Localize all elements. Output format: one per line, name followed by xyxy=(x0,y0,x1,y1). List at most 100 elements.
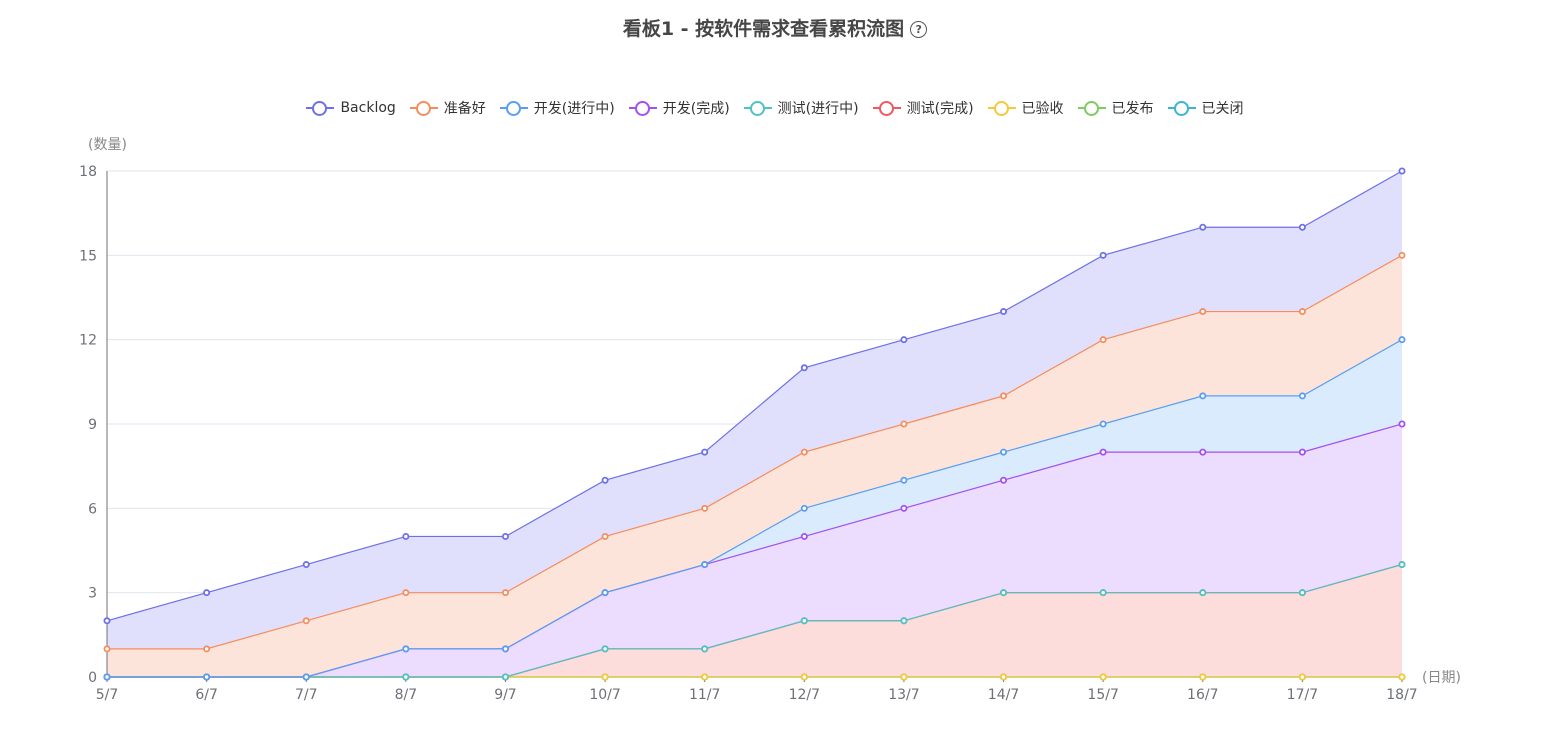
y-tick-label: 3 xyxy=(88,586,97,602)
data-point xyxy=(1298,673,1306,681)
x-tick-label: 12/7 xyxy=(789,687,820,703)
legend-item[interactable]: Backlog xyxy=(306,98,396,118)
x-axis-label: (日期) xyxy=(1422,670,1461,686)
data-point xyxy=(1298,589,1306,597)
y-tick-label: 12 xyxy=(79,333,97,349)
data-point xyxy=(701,673,709,681)
data-point xyxy=(501,532,509,540)
data-point xyxy=(1199,223,1207,231)
data-point xyxy=(1398,167,1406,175)
data-point xyxy=(1398,336,1406,344)
y-tick-label: 9 xyxy=(88,417,97,433)
legend-marker xyxy=(499,101,528,116)
data-point xyxy=(900,504,908,512)
y-tick-label: 0 xyxy=(88,670,97,686)
data-point xyxy=(1000,589,1008,597)
series-area xyxy=(107,564,1402,677)
data-point xyxy=(1099,448,1107,456)
data-point xyxy=(203,589,211,597)
data-point xyxy=(1398,420,1406,428)
series-line xyxy=(107,339,1403,678)
data-point xyxy=(900,476,908,484)
legend-item[interactable]: 准备好 xyxy=(409,98,486,118)
data-point xyxy=(800,617,808,625)
x-tick-label: 5/7 xyxy=(96,687,119,703)
legend-marker xyxy=(1077,101,1106,116)
legend-item[interactable]: 已关闭 xyxy=(1167,98,1244,118)
data-point xyxy=(1099,589,1107,597)
data-point xyxy=(1398,561,1406,569)
legend: Backlog 准备好 开发(进行中) 开发(完成) 测试(进行中) 测试(完成) 已验收 已… xyxy=(0,98,1550,118)
x-tick-label: 17/7 xyxy=(1287,687,1318,703)
data-point xyxy=(1099,251,1107,259)
data-point xyxy=(601,532,609,540)
legend-marker xyxy=(872,101,901,116)
data-point xyxy=(601,673,609,681)
legend-item[interactable]: 测试(进行中) xyxy=(743,98,859,118)
x-tick-label: 15/7 xyxy=(1087,687,1118,703)
x-tick-label: 18/7 xyxy=(1386,687,1417,703)
data-point xyxy=(402,673,410,681)
data-point xyxy=(501,645,509,653)
data-point xyxy=(402,589,410,597)
series-line xyxy=(107,254,1403,650)
x-tick-label: 7/7 xyxy=(295,687,318,703)
x-tick-label: 10/7 xyxy=(589,687,620,703)
data-point xyxy=(402,532,410,540)
data-point xyxy=(302,561,310,569)
x-tick-label: 8/7 xyxy=(395,687,418,703)
x-tick-label: 14/7 xyxy=(988,687,1019,703)
data-point xyxy=(800,532,808,540)
y-tick-label: 15 xyxy=(79,248,97,264)
data-point xyxy=(1099,673,1107,681)
data-point xyxy=(1398,251,1406,259)
data-point xyxy=(701,504,709,512)
x-tick-label: 13/7 xyxy=(888,687,919,703)
data-point xyxy=(1298,392,1306,400)
data-point xyxy=(103,645,111,653)
data-point xyxy=(900,336,908,344)
data-point xyxy=(103,673,111,681)
data-point xyxy=(103,617,111,625)
legend-label: 开发(完成) xyxy=(662,101,730,117)
legend-label: 已发布 xyxy=(1111,101,1154,117)
data-point xyxy=(501,589,509,597)
legend-item[interactable]: 已验收 xyxy=(987,98,1064,118)
legend-label: 开发(进行中) xyxy=(533,101,615,117)
data-point xyxy=(302,673,310,681)
x-tick-label: 11/7 xyxy=(689,687,720,703)
legend-item[interactable]: 开发(进行中) xyxy=(499,98,615,118)
legend-item[interactable]: 测试(完成) xyxy=(872,98,974,118)
legend-item[interactable]: 开发(完成) xyxy=(628,98,730,118)
legend-marker xyxy=(306,101,335,116)
legend-label: 已验收 xyxy=(1021,101,1064,117)
x-tick-label: 16/7 xyxy=(1187,687,1218,703)
series-line xyxy=(107,563,1403,678)
data-point xyxy=(1099,336,1107,344)
data-point xyxy=(601,589,609,597)
data-point xyxy=(203,673,211,681)
data-point xyxy=(1398,673,1406,681)
legend-label: 已关闭 xyxy=(1201,101,1244,117)
legend-marker xyxy=(1167,101,1196,116)
series-line xyxy=(106,170,1403,622)
legend-marker xyxy=(409,101,438,116)
data-point xyxy=(701,448,709,456)
series-area xyxy=(107,255,1402,678)
data-point xyxy=(203,645,211,653)
help-icon[interactable]: ? xyxy=(910,21,928,38)
legend-marker xyxy=(628,101,657,116)
data-point xyxy=(1298,308,1306,316)
y-tick-label: 6 xyxy=(88,501,97,517)
legend-label: 测试(进行中) xyxy=(777,101,859,117)
data-point xyxy=(900,617,908,625)
y-tick-label: 18 xyxy=(79,164,97,180)
legend-item[interactable]: 已发布 xyxy=(1077,98,1154,118)
x-tick-label: 9/7 xyxy=(494,687,517,703)
data-point xyxy=(1000,308,1008,316)
data-point xyxy=(900,420,908,428)
legend-marker xyxy=(743,101,772,116)
data-point xyxy=(701,561,709,569)
data-point xyxy=(1099,420,1107,428)
